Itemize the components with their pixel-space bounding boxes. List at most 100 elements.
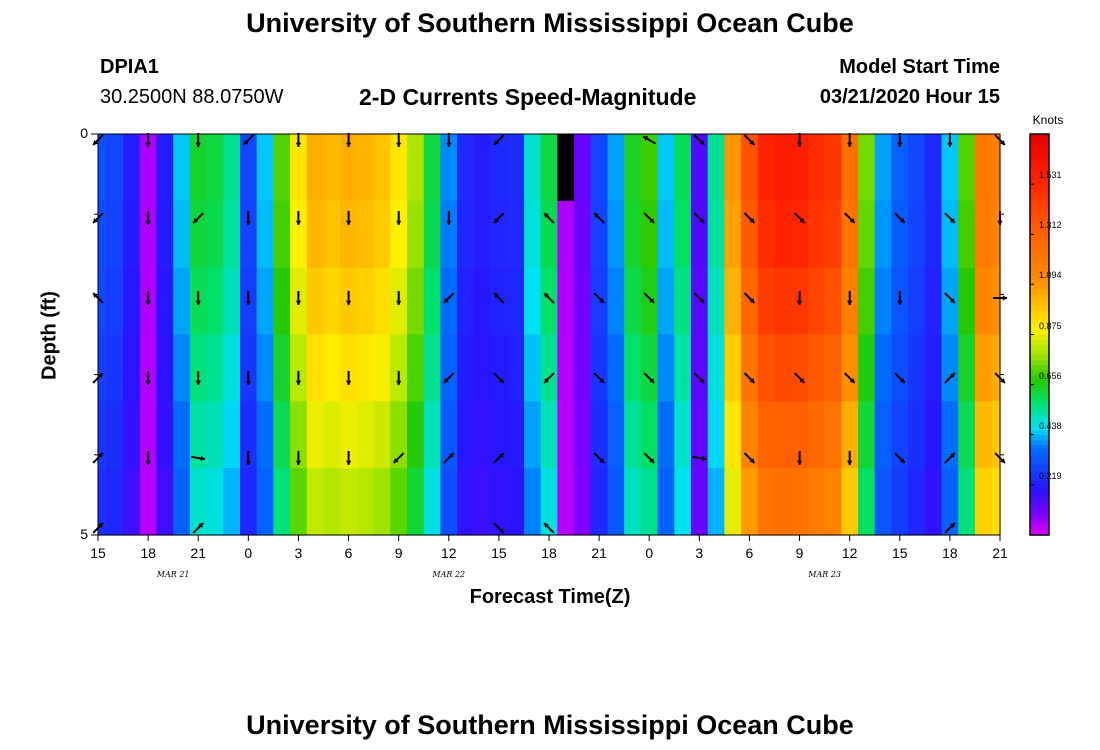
heatmap-cell xyxy=(774,468,792,536)
colorbar-segment xyxy=(1030,474,1049,481)
heatmap-cell xyxy=(757,200,776,269)
direction-arrow xyxy=(743,372,756,384)
heatmap-cell xyxy=(590,468,609,536)
heatmap-cell xyxy=(908,468,926,536)
x-tick-label: 0 xyxy=(244,545,253,561)
model-start-label: Model Start Time xyxy=(839,56,1000,78)
heatmap-cell xyxy=(974,401,993,469)
heatmap-cell xyxy=(958,334,976,402)
heatmap-cell xyxy=(858,334,876,402)
colorbar-segment xyxy=(1030,469,1049,476)
colorbar-segment xyxy=(1030,359,1049,366)
direction-arrow xyxy=(944,292,956,304)
heatmap-cell xyxy=(791,401,809,469)
heatmap-cell xyxy=(356,267,375,336)
heatmap-cell xyxy=(173,334,191,402)
heatmap-cell xyxy=(574,468,592,536)
heatmap-cell xyxy=(557,334,575,402)
colorbar-segment xyxy=(1030,219,1049,225)
heatmap-cell xyxy=(941,200,959,269)
colorbar-segment xyxy=(1030,309,1049,316)
direction-arrow xyxy=(493,522,505,534)
direction-arrow xyxy=(396,291,402,305)
heatmap-cell xyxy=(590,334,609,402)
direction-arrow xyxy=(593,292,605,304)
heatmap-cell xyxy=(440,267,458,336)
heatmap-cell xyxy=(206,334,224,402)
heatmap-cell xyxy=(256,267,274,336)
heatmap-cell xyxy=(457,200,475,269)
heatmap-cell xyxy=(841,200,859,269)
heatmap-cell xyxy=(841,334,859,402)
heatmap-cell xyxy=(423,134,442,202)
heatmap-cell xyxy=(624,267,642,336)
heatmap-cell xyxy=(674,401,692,469)
colorbar-segment xyxy=(1030,439,1049,446)
colorbar-segment xyxy=(1030,339,1049,346)
heatmap-cell xyxy=(239,401,258,469)
heatmap-cell xyxy=(373,468,391,536)
direction-arrow xyxy=(643,212,655,224)
heatmap-cell xyxy=(640,401,659,469)
colorbar-tick-label: 1.094 xyxy=(1039,270,1062,281)
colorbar-segment xyxy=(1030,274,1049,280)
heatmap-cell xyxy=(407,267,425,336)
colorbar-segment xyxy=(1030,454,1049,461)
heatmap-cell xyxy=(991,468,1001,536)
heatmap-cell xyxy=(340,134,358,202)
heatmap-cell xyxy=(440,401,458,469)
heatmap-cell xyxy=(273,334,291,402)
colorbar-segment xyxy=(1030,179,1049,185)
x-tick-label: 9 xyxy=(795,545,804,561)
direction-arrow xyxy=(847,133,853,147)
heatmap-cell xyxy=(540,267,558,336)
direction-arrow xyxy=(543,212,555,224)
colorbar-segment xyxy=(1030,354,1049,361)
heatmap-cell xyxy=(356,401,375,469)
colorbar-segment xyxy=(1030,399,1049,406)
direction-arrow xyxy=(944,522,956,534)
x-tick-label: 21 xyxy=(992,545,1008,561)
footer-title: University of Southern Mississippi Ocean… xyxy=(246,710,854,740)
heatmap-cell xyxy=(774,401,792,469)
heatmap-cell xyxy=(908,267,926,336)
heatmap-cell xyxy=(657,267,675,336)
x-tick-label: 18 xyxy=(942,545,958,561)
heatmap-cell xyxy=(373,134,391,202)
heatmap-cell xyxy=(390,334,408,402)
heatmap-cell xyxy=(407,468,425,536)
heatmap-cell xyxy=(858,267,876,336)
heatmap-cell xyxy=(173,468,191,536)
colorbar-segment xyxy=(1030,369,1049,376)
direction-arrow xyxy=(643,452,655,464)
x-tick-label: 12 xyxy=(841,545,858,561)
direction-arrow xyxy=(847,291,853,305)
heatmap-cell xyxy=(858,468,876,536)
colorbar-segment xyxy=(1030,279,1049,285)
colorbar-segment xyxy=(1030,434,1049,441)
heatmap-cell xyxy=(657,334,675,402)
colorbar-segment xyxy=(1030,259,1049,265)
heatmap-cell xyxy=(239,200,258,269)
colorbar-segment xyxy=(1030,489,1049,496)
heatmap-cell xyxy=(824,334,842,402)
x-tick-label: 6 xyxy=(344,545,353,561)
heatmap-cell xyxy=(290,134,308,202)
direction-arrow xyxy=(743,452,756,464)
heatmap-cell xyxy=(223,334,241,402)
heatmap-cell xyxy=(557,267,575,336)
heatmap-cell xyxy=(423,468,442,536)
heatmap-cell xyxy=(523,468,542,536)
heatmap-cell xyxy=(924,334,943,402)
colorbar-segment xyxy=(1030,154,1049,160)
heatmap-cell xyxy=(156,134,174,202)
colorbar-segment xyxy=(1030,299,1049,306)
heatmap-cell xyxy=(874,468,893,536)
heatmap-cell xyxy=(457,401,475,469)
direction-arrow xyxy=(145,133,151,147)
heatmap-cell xyxy=(106,468,124,536)
heatmap-cell xyxy=(189,334,208,402)
heatmap-cell xyxy=(557,468,575,536)
direction-arrow xyxy=(392,452,405,464)
heatmap-cell xyxy=(323,401,341,469)
